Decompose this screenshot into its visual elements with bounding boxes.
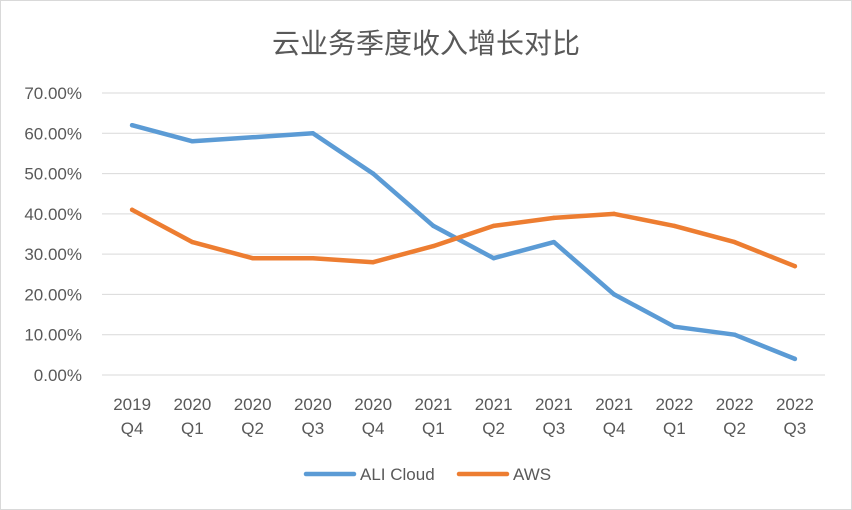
x-tick-year: 2022 bbox=[776, 395, 814, 414]
x-tick-label: 2022 Q3 bbox=[776, 395, 814, 438]
data-point bbox=[250, 135, 255, 140]
series-line-1 bbox=[129, 122, 798, 362]
data-point bbox=[129, 123, 135, 128]
data-point bbox=[370, 260, 376, 265]
data-point bbox=[792, 356, 798, 362]
y-tick-label: 30.00% bbox=[24, 245, 82, 264]
data-point bbox=[370, 171, 376, 176]
x-tick-quarter: Q4 bbox=[603, 419, 626, 438]
series-line-2 bbox=[129, 207, 798, 269]
x-tick-quarter: Q2 bbox=[482, 419, 505, 438]
x-tick-label: 2020 Q3 bbox=[294, 395, 332, 438]
x-tick-quarter: Q1 bbox=[181, 419, 204, 438]
data-point bbox=[431, 243, 436, 249]
data-point bbox=[792, 264, 798, 269]
x-tick-year: 2020 bbox=[173, 395, 211, 414]
data-point bbox=[310, 131, 316, 136]
y-tick-label: 10.00% bbox=[24, 326, 82, 345]
legend-label: AWS bbox=[513, 465, 551, 484]
data-point bbox=[732, 332, 737, 337]
x-tick-label: 2022 Q2 bbox=[716, 395, 754, 438]
x-tick-year: 2021 bbox=[414, 395, 452, 414]
data-point bbox=[190, 139, 195, 144]
gridlines bbox=[102, 92, 825, 376]
data-point bbox=[672, 324, 677, 329]
x-tick-quarter: Q1 bbox=[663, 419, 686, 438]
x-tick-label: 2020 Q2 bbox=[234, 395, 272, 438]
x-tick-label: 2022 Q1 bbox=[655, 395, 693, 438]
data-point bbox=[250, 255, 255, 261]
x-tick-quarter: Q4 bbox=[121, 419, 144, 438]
y-tick-label: 50.00% bbox=[24, 165, 82, 184]
data-point bbox=[611, 292, 617, 297]
y-tick-label: 70.00% bbox=[24, 84, 82, 103]
x-tick-quarter: Q2 bbox=[241, 419, 264, 438]
series-lines bbox=[129, 122, 798, 362]
data-point bbox=[129, 207, 135, 213]
x-tick-year: 2020 bbox=[354, 395, 392, 414]
data-point bbox=[551, 239, 557, 245]
data-point bbox=[491, 255, 496, 261]
data-point bbox=[732, 239, 737, 245]
x-tick-label: 2020 Q4 bbox=[354, 395, 392, 438]
legend-label: ALI Cloud bbox=[360, 465, 435, 484]
data-point bbox=[310, 255, 316, 261]
data-point bbox=[672, 223, 677, 229]
x-tick-year: 2020 bbox=[294, 395, 332, 414]
x-tick-label: 2019 Q4 bbox=[113, 395, 151, 438]
y-tick-label: 40.00% bbox=[24, 205, 82, 224]
data-point bbox=[551, 215, 557, 221]
x-tick-quarter: Q3 bbox=[302, 419, 325, 438]
y-tick-label: 0.00% bbox=[34, 366, 82, 385]
chart-title: 云业务季度收入增长对比 bbox=[272, 27, 580, 60]
data-point bbox=[611, 211, 617, 217]
y-tick-label: 20.00% bbox=[24, 285, 82, 304]
data-point bbox=[431, 223, 436, 229]
x-tick-year: 2021 bbox=[595, 395, 633, 414]
legend: ALI Cloud AWS bbox=[303, 465, 551, 484]
y-axis: 0.00% 10.00% 20.00% 30.00% 40.00% 50.00% 60.00… bbox=[24, 84, 82, 385]
x-tick-year: 2022 bbox=[716, 395, 754, 414]
x-tick-quarter: Q2 bbox=[723, 419, 746, 438]
x-tick-quarter: Q3 bbox=[784, 419, 807, 438]
x-tick-year: 2022 bbox=[655, 395, 693, 414]
x-tick-quarter: Q1 bbox=[422, 419, 445, 438]
data-point bbox=[190, 239, 195, 245]
y-tick-label: 60.00% bbox=[24, 124, 82, 143]
data-point bbox=[491, 223, 496, 229]
x-tick-label: 2021 Q1 bbox=[414, 395, 452, 438]
x-tick-year: 2021 bbox=[475, 395, 513, 414]
x-tick-quarter: Q3 bbox=[543, 419, 566, 438]
x-tick-quarter: Q4 bbox=[362, 419, 385, 438]
x-tick-label: 2021 Q2 bbox=[475, 395, 513, 438]
x-tick-year: 2021 bbox=[535, 395, 573, 414]
x-tick-label: 2021 Q3 bbox=[535, 395, 573, 438]
x-tick-year: 2019 bbox=[113, 395, 151, 414]
x-tick-label: 2021 Q4 bbox=[595, 395, 633, 438]
x-tick-label: 2020 Q1 bbox=[173, 395, 211, 438]
x-tick-year: 2020 bbox=[234, 395, 272, 414]
